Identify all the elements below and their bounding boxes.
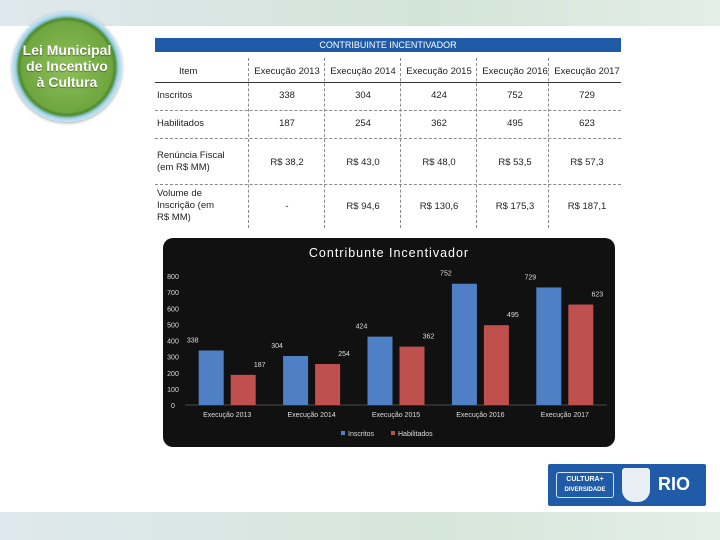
row-divider: [155, 110, 621, 111]
table-cell: 752: [507, 90, 523, 101]
column-divider: [548, 58, 549, 228]
bar-inscritos: [367, 336, 393, 405]
cultura-line-1: CULTURA+: [566, 476, 604, 483]
data-label: 623: [591, 292, 603, 299]
row-divider: [155, 138, 621, 139]
y-tick-label: 600: [167, 306, 179, 313]
table-title: CONTRIBUINTE INCENTIVADOR: [155, 38, 621, 52]
column-divider: [248, 58, 249, 228]
rio-logo-text: RIO: [658, 474, 691, 494]
header-2014: Execução 2014: [330, 66, 396, 77]
row-divider: [155, 184, 621, 185]
table-cell: R$ 53,5: [498, 157, 532, 168]
bar-habilitados: [483, 325, 509, 405]
logo-line-3: à Cultura: [36, 74, 98, 90]
bar-habilitados: [568, 304, 594, 405]
table-cell: R$ 187,1: [567, 201, 607, 212]
header-2017: Execução 2017: [554, 66, 620, 77]
header-divider: [155, 82, 621, 83]
lei-municipal-logo: Lei Municipal de Incentivo à Cultura: [12, 12, 122, 122]
table-cell: R$ 38,2: [270, 157, 304, 168]
table-cell: 304: [355, 90, 371, 101]
chart-title: Contribunte Incentivador: [308, 246, 470, 260]
table-cell: R$ 48,0: [422, 157, 456, 168]
y-tick-label: 300: [167, 355, 179, 362]
data-label: 729: [524, 274, 536, 281]
y-tick-label: 0: [171, 403, 175, 410]
bar-inscritos: [536, 287, 562, 405]
row-label-inscritos: Inscritos: [157, 90, 193, 101]
table-cell: 254: [355, 118, 371, 129]
table-cell: 623: [579, 118, 595, 129]
legend-label: Inscritos: [348, 431, 375, 438]
table-cell: R$ 94,6: [346, 201, 380, 212]
cultura-line-2: DIVERSIDADE: [564, 487, 606, 493]
data-label: 338: [187, 337, 199, 344]
bar-inscritos: [451, 283, 477, 405]
table-cell: 362: [431, 118, 447, 129]
header-2015: Execução 2015: [406, 66, 472, 77]
bar-habilitados: [315, 364, 341, 405]
table-cell: 424: [431, 90, 447, 101]
y-tick-label: 800: [167, 274, 179, 281]
row-label-renuncia: Renúncia Fiscal (em R$ MM): [157, 150, 225, 173]
bar-habilitados: [230, 374, 256, 405]
data-label: 304: [271, 343, 283, 350]
row-label-habilitados: Habilitados: [157, 118, 204, 129]
y-tick-label: 400: [167, 339, 179, 346]
header-item: Item: [179, 66, 198, 77]
x-tick-label: Execução 2017: [541, 412, 589, 419]
table-cell: R$ 130,6: [419, 201, 459, 212]
rio-brand-box: CULTURA+ DIVERSIDADE RIO: [548, 464, 706, 506]
logo-line-2: de Incentivo: [26, 58, 108, 74]
table-cell: -: [285, 201, 289, 212]
data-label: 254: [338, 351, 350, 358]
x-tick-label: Execução 2013: [203, 412, 251, 419]
y-tick-label: 200: [167, 371, 179, 378]
legend-swatch: [341, 431, 345, 435]
top-decorative-band: [0, 0, 720, 26]
y-tick-label: 100: [167, 387, 179, 394]
legend-label: Habilitados: [398, 431, 433, 438]
table-cell: 338: [279, 90, 295, 101]
table-cell: R$ 43,0: [346, 157, 380, 168]
column-divider: [324, 58, 325, 228]
row-label-volume: Volume de Inscrição (em R$ MM): [157, 188, 215, 223]
cultura-logo: CULTURA+ DIVERSIDADE: [556, 472, 614, 498]
header-2013: Execução 2013: [254, 66, 320, 77]
city-crest-icon: [622, 468, 650, 502]
table-cell: 495: [507, 118, 523, 129]
table-cell: 729: [579, 90, 595, 101]
y-tick-label: 500: [167, 322, 179, 329]
data-label: 495: [507, 312, 519, 319]
table-cell: R$ 57,3: [570, 157, 604, 168]
logo-text: Lei Municipal de Incentivo à Cultura: [12, 42, 122, 90]
column-divider: [400, 58, 401, 228]
bar-inscritos: [283, 355, 309, 405]
column-divider: [476, 58, 477, 228]
chart-canvas: 0 100 200 300 400 500 600 700 800 338 187 Execução …: [167, 271, 607, 438]
bar-inscritos: [198, 350, 224, 405]
data-label: 752: [440, 271, 452, 278]
data-label: 187: [254, 362, 266, 369]
x-tick-label: Execução 2015: [372, 412, 420, 419]
x-tick-label: Execução 2016: [456, 412, 504, 419]
header-2016: Execução 2016: [482, 66, 548, 77]
data-label: 362: [423, 334, 435, 341]
bottom-decorative-band: [0, 512, 720, 540]
legend-swatch: [391, 431, 395, 435]
bar-chart: Contribunte Incentivador 0 100 200 300 400 50…: [163, 238, 615, 447]
logo-line-1: Lei Municipal: [22, 42, 112, 58]
bar-habilitados: [399, 346, 425, 405]
table-cell: R$ 175,3: [495, 201, 535, 212]
data-label: 424: [356, 324, 368, 331]
x-tick-label: Execução 2014: [287, 412, 335, 419]
table-cell: 187: [279, 118, 295, 129]
y-tick-label: 700: [167, 290, 179, 297]
contribuinte-table: CONTRIBUINTE INCENTIVADOR Item Execução …: [155, 38, 621, 228]
